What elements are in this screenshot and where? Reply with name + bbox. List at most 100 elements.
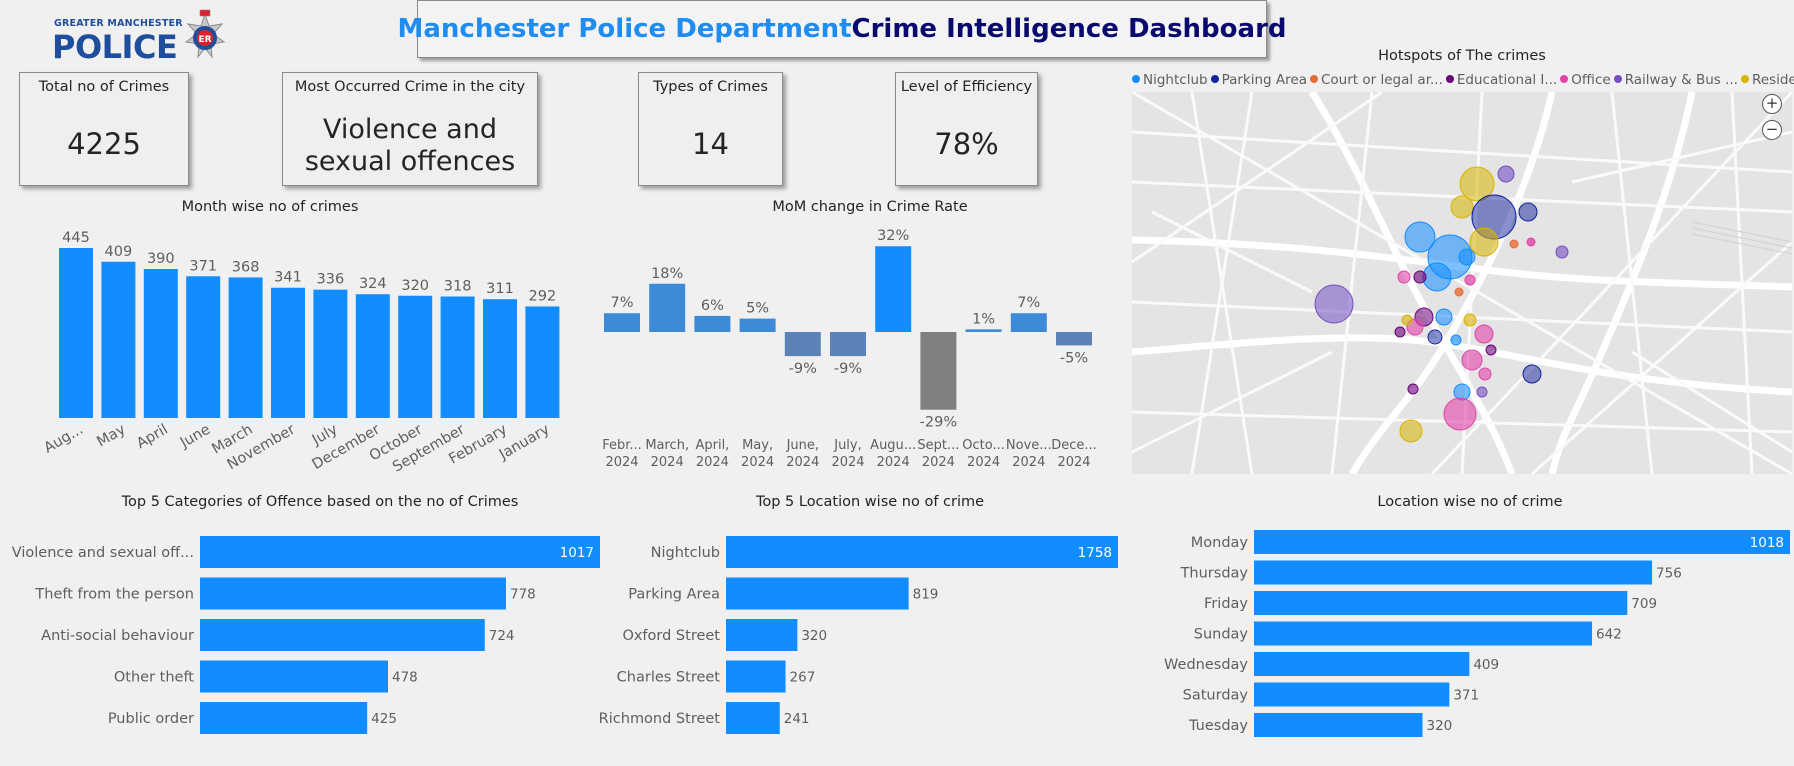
hotspot-bubble[interactable] xyxy=(1555,245,1569,259)
location-day-bar[interactable] xyxy=(1254,621,1593,646)
location-top5-bar[interactable] xyxy=(726,577,909,610)
month-bar[interactable] xyxy=(143,269,178,418)
hotspot-bubble[interactable] xyxy=(1522,364,1542,384)
mom-bar[interactable] xyxy=(920,332,957,410)
hotspot-bubble[interactable] xyxy=(1474,324,1494,344)
map-zoom-out-button[interactable]: − xyxy=(1762,120,1782,140)
offence-bar[interactable] xyxy=(200,619,485,651)
mom-bar[interactable] xyxy=(649,283,686,332)
hotspot-bubble[interactable] xyxy=(1314,284,1354,324)
month-bar[interactable] xyxy=(483,299,517,418)
map-legend-item[interactable]: Office xyxy=(1560,72,1611,88)
map-title: Hotspots of The crimes xyxy=(1378,48,1546,64)
location-day-bar[interactable] xyxy=(1254,652,1470,676)
location-day-bar[interactable] xyxy=(1254,591,1628,615)
month-bar[interactable] xyxy=(228,277,263,418)
mom-bar[interactable] xyxy=(965,329,1002,332)
hotspot-bubble[interactable] xyxy=(1407,383,1419,395)
hotspot-bubble[interactable] xyxy=(1399,419,1423,443)
offence-bar-chart[interactable]: Violence and sexual off... 1017 Theft from… xyxy=(0,520,610,740)
map-legend-item[interactable]: Residential xyxy=(1740,72,1794,88)
mom-bar[interactable] xyxy=(1010,313,1047,332)
location-top5-value-label: 241 xyxy=(784,711,810,727)
location-day-bar[interactable] xyxy=(1254,682,1450,707)
crime-hotspot-map[interactable]: + − xyxy=(1132,92,1792,474)
location-day-bar[interactable] xyxy=(1254,713,1423,737)
map-zoom-in-button[interactable]: + xyxy=(1762,94,1782,114)
kpi-efficiency[interactable]: Level of Efficiency 78% xyxy=(895,72,1038,186)
month-bar[interactable] xyxy=(525,306,560,418)
mom-bar[interactable] xyxy=(739,318,776,332)
hotspot-bubble[interactable] xyxy=(1459,166,1495,202)
hotspot-bubble[interactable] xyxy=(1427,329,1443,345)
map-legend-item[interactable]: Court or legal ar... xyxy=(1310,72,1443,88)
hotspot-bubble[interactable] xyxy=(1526,237,1536,247)
map-legend-item[interactable]: Railway & Bus ... xyxy=(1613,72,1738,88)
map-legend-item[interactable]: Nightclub xyxy=(1132,72,1208,88)
month-bar[interactable] xyxy=(313,289,348,418)
kpi-total-crimes[interactable]: Total no of Crimes 4225 xyxy=(19,72,189,186)
month-bar[interactable] xyxy=(186,276,221,418)
location-top5-bar-chart[interactable]: Nightclub 1758 Parking Area 819 Oxford Stree… xyxy=(590,520,1130,740)
mom-bar[interactable] xyxy=(1056,332,1092,346)
location-day-bar[interactable] xyxy=(1254,560,1653,585)
hotspot-bubble[interactable] xyxy=(1394,326,1406,338)
kpi-most-occurred-crime[interactable]: Most Occurred Crime in the city Violence… xyxy=(282,72,538,186)
hotspot-bubble[interactable] xyxy=(1458,248,1476,266)
offence-bar[interactable] xyxy=(200,577,506,610)
hotspot-bubble[interactable] xyxy=(1401,314,1413,326)
hotspot-bubble[interactable] xyxy=(1450,334,1462,346)
location-day-bar-chart[interactable]: Monday 1018 Thursday 756 Friday 709 Sunday 642 W… xyxy=(1140,520,1794,740)
offence-bar[interactable] xyxy=(200,660,389,693)
logo-badge-text: ER xyxy=(198,35,211,45)
map-canvas[interactable] xyxy=(1132,92,1792,474)
hotspot-bubble[interactable] xyxy=(1404,221,1436,253)
hotspot-bubble[interactable] xyxy=(1413,270,1427,284)
hotspot-bubble[interactable] xyxy=(1509,239,1519,249)
mom-bar-chart[interactable]: 7% Febr... 2024 18% March, 2024 6% April, 2024 5%… xyxy=(596,218,1106,474)
month-bar[interactable] xyxy=(355,294,390,418)
hotspot-bubble[interactable] xyxy=(1397,270,1411,284)
location-top5-bar[interactable] xyxy=(726,536,1118,568)
hotspot-bubble[interactable] xyxy=(1453,383,1471,401)
location-day-value-label: 409 xyxy=(1473,657,1499,673)
map-legend-item[interactable]: Educational I... xyxy=(1445,72,1557,88)
mom-bar[interactable] xyxy=(694,315,731,332)
kpi-types-of-crimes[interactable]: Types of Crimes 14 xyxy=(638,72,783,186)
mom-bar[interactable] xyxy=(604,313,640,332)
hotspot-bubble[interactable] xyxy=(1435,308,1453,326)
offence-bar[interactable] xyxy=(200,536,600,568)
mom-bar[interactable] xyxy=(830,332,866,357)
location-top5-bar[interactable] xyxy=(726,619,798,651)
month-bar-value-label: 390 xyxy=(147,251,175,267)
month-bar[interactable] xyxy=(101,261,136,418)
hotspot-bubble[interactable] xyxy=(1485,344,1497,356)
hotspot-bubble[interactable] xyxy=(1461,349,1483,371)
hotspot-bubble[interactable] xyxy=(1469,227,1499,257)
hotspot-bubble[interactable] xyxy=(1497,165,1515,183)
month-bar[interactable] xyxy=(440,296,475,418)
map-legend-item[interactable]: Parking Area xyxy=(1210,72,1307,88)
hotspot-bubble[interactable] xyxy=(1463,313,1477,327)
month-bar[interactable] xyxy=(59,248,93,418)
location-top5-bar[interactable] xyxy=(726,702,780,734)
hotspot-bubble[interactable] xyxy=(1450,195,1474,219)
hotspot-bubble[interactable] xyxy=(1478,367,1492,381)
location-day-bar[interactable] xyxy=(1254,530,1790,554)
mom-bar-value-label: 7% xyxy=(610,295,633,311)
mom-bar[interactable] xyxy=(875,246,912,332)
mom-bar[interactable] xyxy=(784,332,821,357)
month-bar[interactable] xyxy=(271,287,305,418)
month-bar-chart[interactable]: 445Aug...409May390April371June368March34… xyxy=(40,218,580,474)
hotspot-bubble[interactable] xyxy=(1443,397,1477,431)
location-top5-bar[interactable] xyxy=(726,660,786,693)
hotspot-bubble[interactable] xyxy=(1464,274,1476,286)
hotspot-bubble[interactable] xyxy=(1422,262,1452,292)
month-bar[interactable] xyxy=(398,295,433,418)
offence-bar[interactable] xyxy=(200,702,368,734)
month-bar-value-label: 336 xyxy=(317,272,345,288)
hotspot-bubble[interactable] xyxy=(1454,287,1464,297)
month-bar-value-label: 445 xyxy=(62,230,90,246)
hotspot-bubble[interactable] xyxy=(1476,386,1488,398)
hotspot-bubble[interactable] xyxy=(1518,202,1538,222)
